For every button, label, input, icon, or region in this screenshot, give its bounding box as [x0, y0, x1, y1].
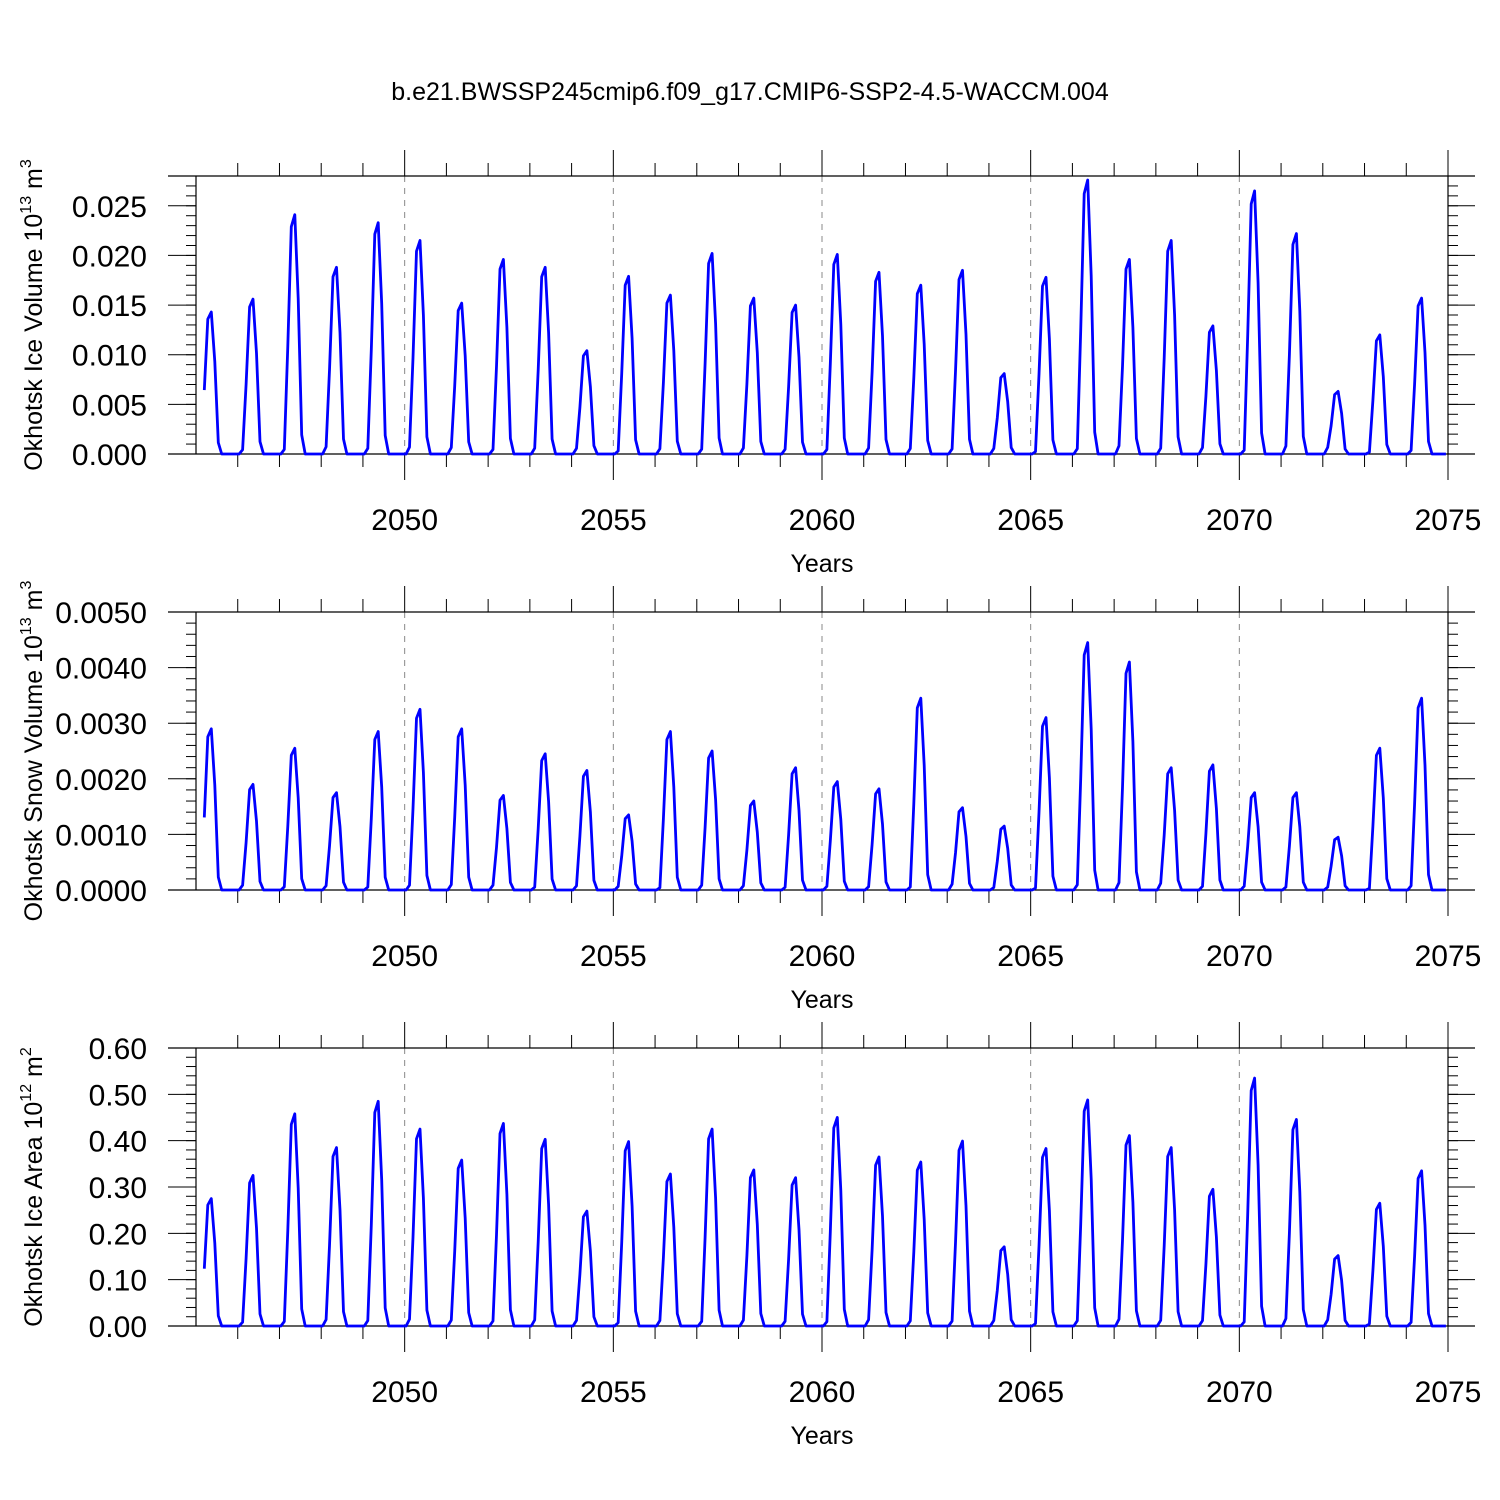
x-tick-label: 2050	[371, 940, 438, 973]
y-tick-label: 0.20	[89, 1218, 147, 1251]
x-tick-label: 2065	[997, 504, 1064, 537]
y-tick-label: 0.50	[89, 1079, 147, 1112]
y-tick-label: 0.0010	[55, 819, 147, 852]
figure-title: b.e21.BWSSP245cmip6.f09_g17.CMIP6-SSP2-4…	[391, 78, 1109, 106]
x-tick-label: 2060	[789, 940, 856, 973]
y-tick-label: 0.10	[89, 1265, 147, 1298]
y-tick-label: 0.015	[72, 290, 147, 323]
y-tick-label: 0.0030	[55, 708, 147, 741]
y-tick-label: 0.00	[89, 1311, 147, 1344]
y-tick-label: 0.020	[72, 240, 147, 273]
panels-container: 0.000 0.005 0.010 0.015 0.020 0.025 2050 2055 20…	[18, 150, 1481, 1450]
y-tick-label: 0.000	[72, 439, 147, 472]
x-tick-label: 2070	[1206, 940, 1273, 973]
x-tick-label: 2075	[1415, 504, 1482, 537]
y-axis-label: Okhotsk Ice Area 1012 m2	[18, 1047, 48, 1327]
y-tick-label: 0.010	[72, 340, 147, 373]
x-axis-label: Years	[790, 1422, 853, 1450]
panel-1: 0.000 0.005 0.010 0.015 0.020 0.025 2050 2055 20…	[18, 150, 1481, 578]
y-axis-label: Okhotsk Snow Volume 1013 m3	[18, 581, 48, 922]
y-tick-label: 0.0020	[55, 764, 147, 797]
panel-2: 0.0000 0.0010 0.0020 0.0030 0.0040 0.0050 2050…	[18, 581, 1481, 1014]
x-tick-label: 2070	[1206, 1376, 1273, 1409]
y-tick-label: 0.0050	[55, 597, 147, 630]
x-tick-label: 2055	[580, 940, 647, 973]
y-tick-label: 0.30	[89, 1172, 147, 1205]
x-tick-label: 2065	[997, 940, 1064, 973]
y-tick-label: 0.40	[89, 1126, 147, 1159]
series-line-okhotsk-snow-volume	[202, 641, 1446, 892]
y-tick-label: 0.0000	[55, 875, 147, 908]
x-tick-label: 2050	[371, 1376, 438, 1409]
y-tick-label: 0.60	[89, 1033, 147, 1066]
x-tick-label: 2060	[789, 504, 856, 537]
x-axis-label: Years	[790, 986, 853, 1014]
x-tick-label: 2075	[1415, 1376, 1482, 1409]
x-axis-label: Years	[790, 550, 853, 578]
y-axis-label: Okhotsk Ice Volume 1013 m3	[18, 159, 48, 471]
series-line-okhotsk-ice-volume	[202, 178, 1446, 456]
panel-3: 0.00 0.10 0.20 0.30 0.40 0.50 0.60 2050 2055 2060…	[18, 1022, 1481, 1450]
x-tick-label: 2055	[580, 504, 647, 537]
x-tick-label: 2055	[580, 1376, 647, 1409]
x-tick-label: 2075	[1415, 940, 1482, 973]
x-tick-label: 2065	[997, 1376, 1064, 1409]
y-tick-label: 0.0040	[55, 653, 147, 686]
x-tick-label: 2070	[1206, 504, 1273, 537]
x-tick-label: 2060	[789, 1376, 856, 1409]
x-tick-label: 2050	[371, 504, 438, 537]
series-line-okhotsk-ice-area	[202, 1076, 1446, 1328]
y-tick-label: 0.025	[72, 191, 147, 224]
y-tick-label: 0.005	[72, 389, 147, 422]
